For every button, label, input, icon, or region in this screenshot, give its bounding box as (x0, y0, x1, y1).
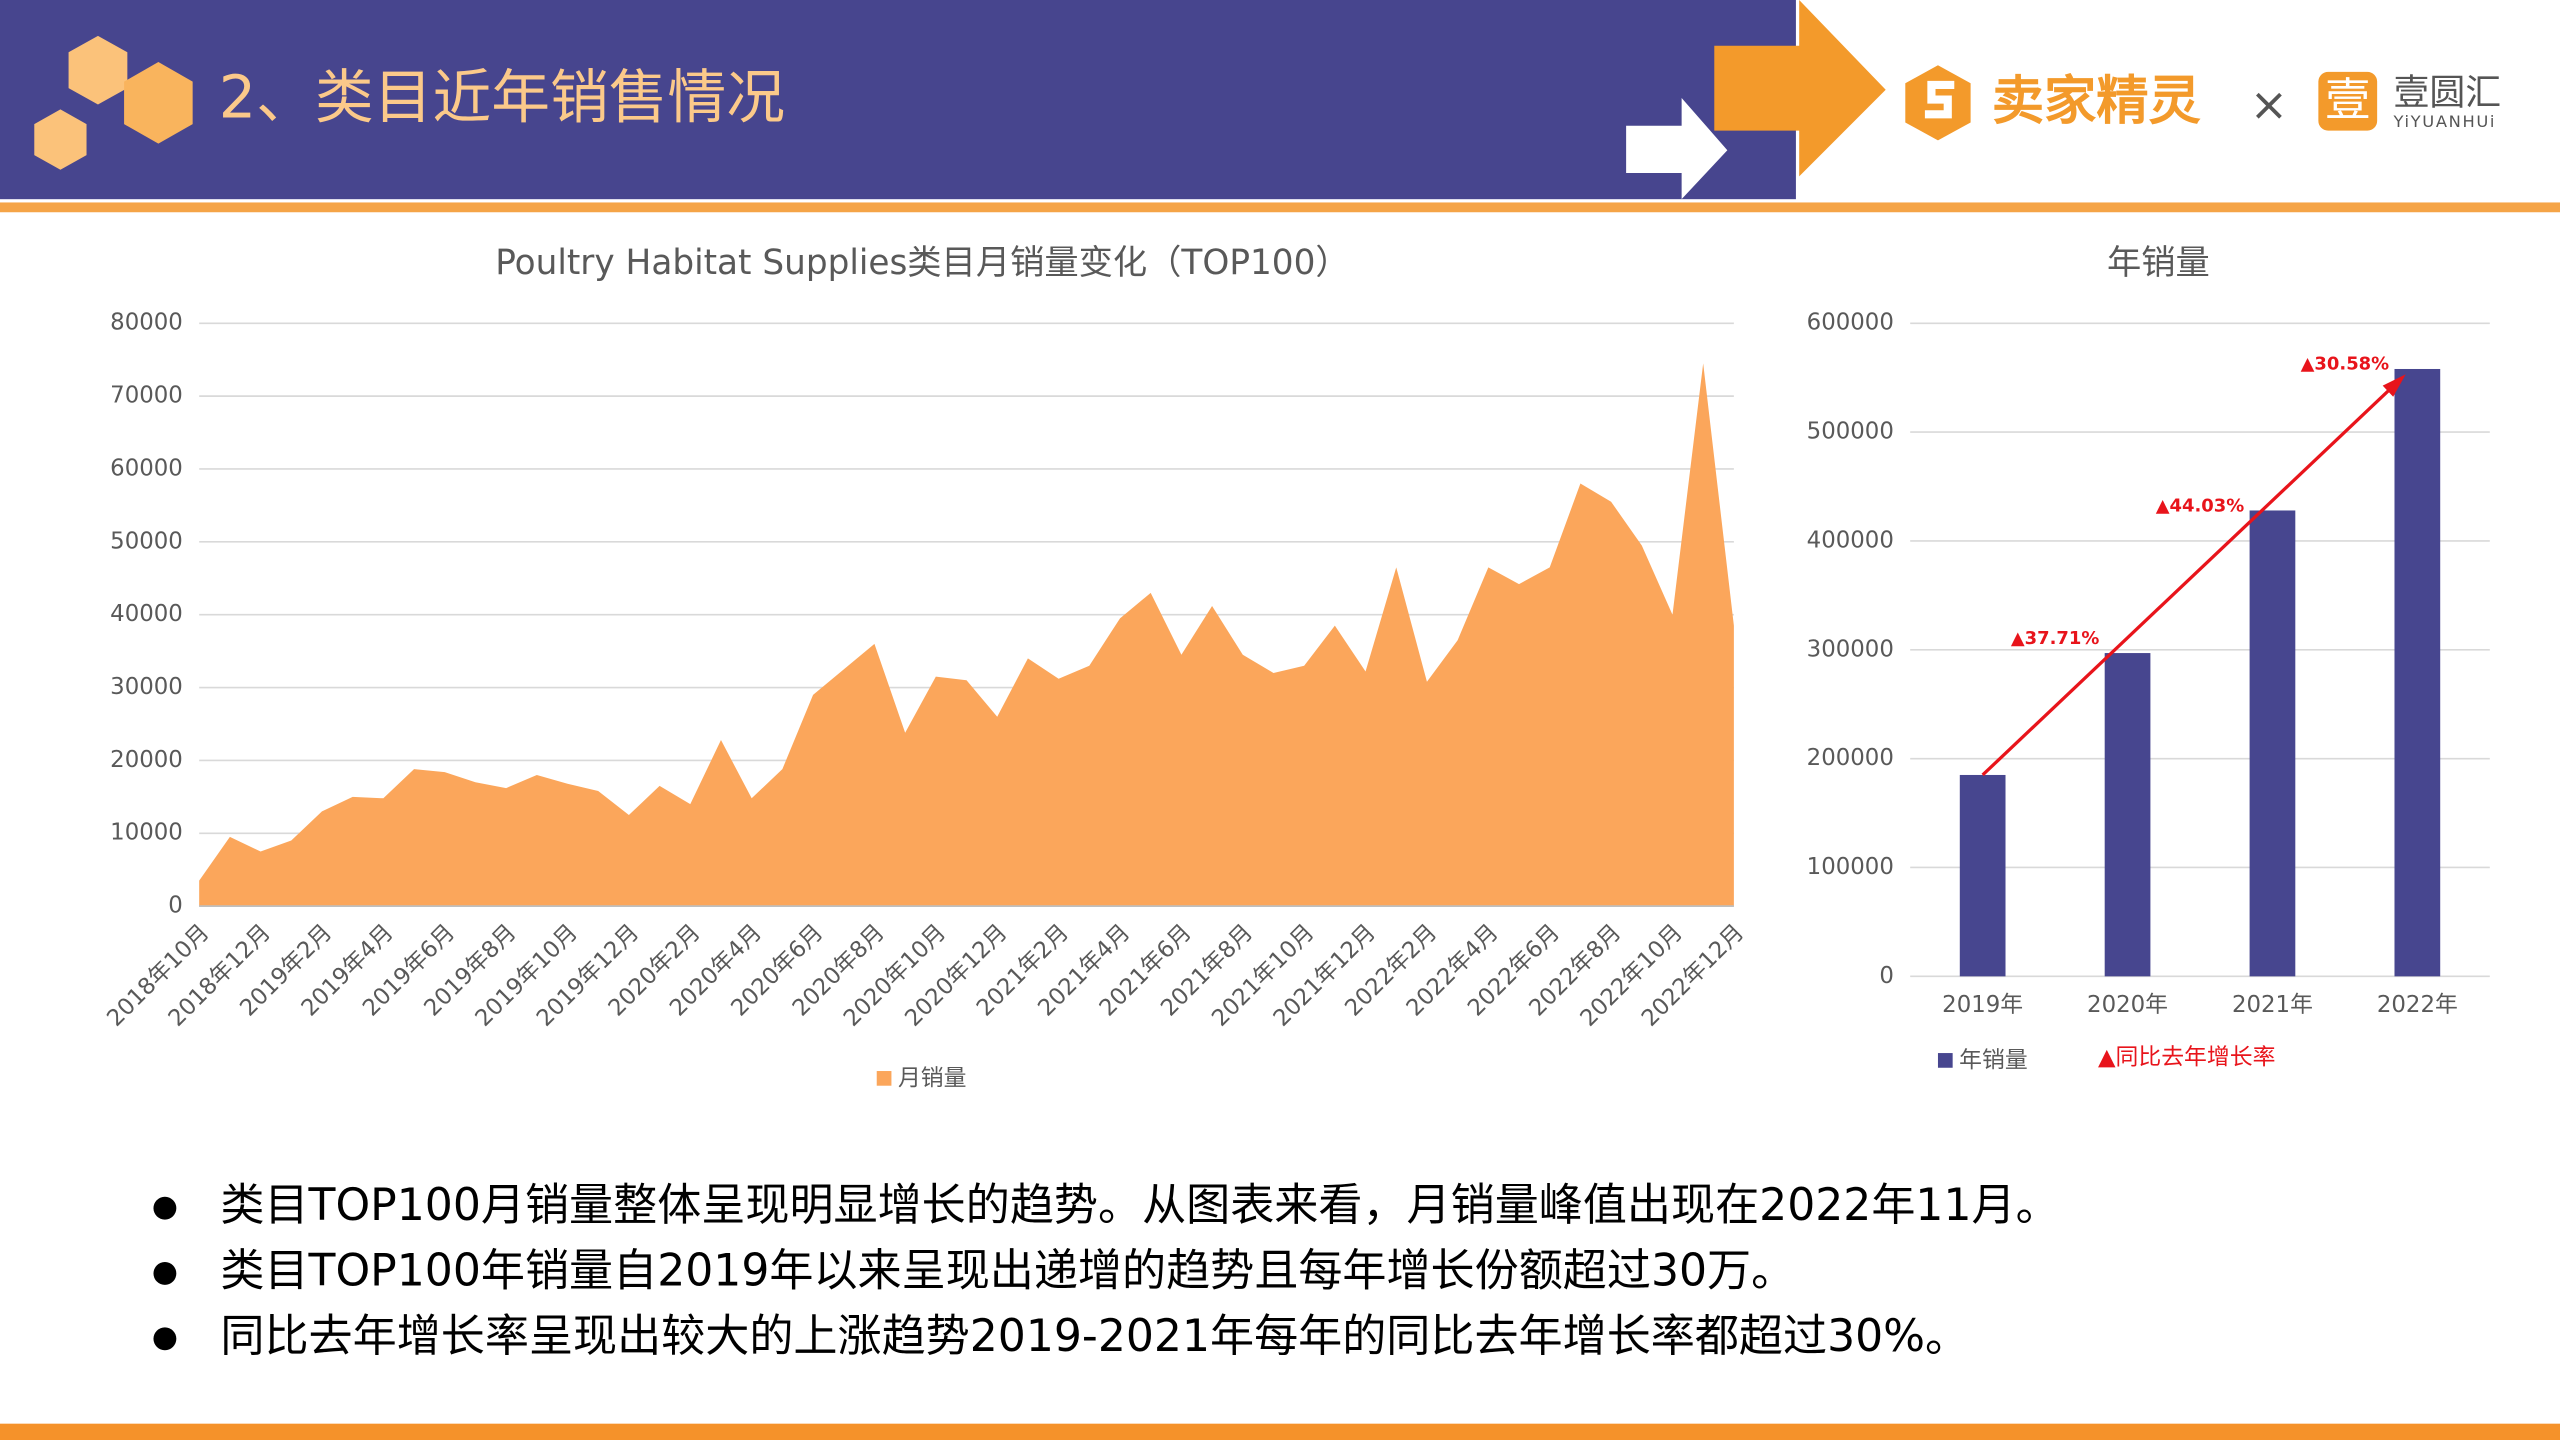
bullet-text: 类目TOP100年销量自2019年以来呈现出递增的趋势且每年增长份额超过30万。 (220, 1245, 1795, 1296)
logo-times: × (2250, 78, 2288, 131)
y-tick-label: 0 (168, 893, 183, 919)
x-tick-label: 2020年 (2087, 992, 2168, 1018)
arrow (1626, 97, 1728, 200)
legend-swatch (1937, 1053, 1953, 1068)
bullet-text: 同比去年增长率呈现出较大的上涨趋势2019-2021年每年的同比去年增长率都超过… (220, 1311, 1969, 1362)
arrow (1714, 0, 1886, 177)
legend-label: 年销量 (1959, 1048, 2028, 1074)
bar (2104, 653, 2151, 977)
bullet-text: 类目TOP100月销量整体呈现明显增长的趋势。从图表来看，月销量峰值出现在202… (220, 1180, 2059, 1231)
bullet-dot (153, 1196, 177, 1220)
hexagon (124, 62, 193, 144)
y-tick-label: 500000 (1807, 419, 1894, 445)
bullet-dot (153, 1262, 177, 1285)
logo2-sub: YiYUANHUi (2392, 112, 2496, 131)
chart-title: 年销量 (2107, 243, 2210, 283)
x-tick-label: 2021年 (2232, 992, 2313, 1018)
trend-arrowhead (2382, 374, 2406, 397)
y-tick-label: 400000 (1807, 527, 1894, 553)
x-tick-label: 2022年 (2377, 992, 2458, 1018)
footer-band (0, 1423, 2560, 1440)
y-tick-label: 200000 (1807, 745, 1894, 771)
logo-icon-s (1924, 80, 1955, 119)
y-tick-label: 300000 (1807, 636, 1894, 662)
legend-label: 月销量 (898, 1066, 967, 1092)
y-tick-label: 60000 (110, 455, 183, 481)
legend-swatch (876, 1071, 892, 1086)
y-tick-label: 70000 (110, 383, 183, 409)
header-line (0, 202, 2560, 213)
trend-arrow (1981, 377, 2403, 777)
hexagon (34, 109, 87, 170)
logo2-icon (2318, 71, 2378, 131)
y-tick-label: 20000 (110, 747, 183, 773)
y-tick-label: 0 (1879, 963, 1894, 989)
bullet-dot (153, 1327, 177, 1351)
y-tick-label: 600000 (1807, 310, 1894, 336)
y-tick-label: 80000 (110, 310, 183, 336)
legend-label: ▲同比去年增长率 (2098, 1044, 2275, 1070)
logo2: 壹圆汇 (2393, 73, 2501, 114)
bar (2249, 510, 2296, 977)
y-tick-label: 100000 (1807, 854, 1894, 880)
y-tick-label: 10000 (110, 820, 183, 846)
y-tick-label: 40000 (110, 601, 183, 627)
growth-label: ▲30.58% (2301, 354, 2390, 375)
growth-label: ▲37.71% (2011, 628, 2100, 649)
logo2-icon-text: 壹 (2325, 73, 2371, 126)
y-tick-label: 30000 (110, 674, 183, 700)
x-tick-label: 2019年 (1942, 992, 2023, 1018)
chart-title: Poultry Habitat Supplies类目月销量变化（TOP100） (495, 243, 1349, 283)
header-title: 2、类目近年销售情况 (219, 62, 785, 131)
logo1: 卖家精灵 (1992, 71, 2202, 131)
bar (2394, 368, 2441, 977)
y-tick-label: 50000 (110, 528, 183, 554)
bar (1959, 774, 2006, 977)
growth-label: ▲44.03% (2156, 496, 2245, 517)
hexagon (68, 35, 128, 105)
header-band (0, 0, 1796, 200)
area (199, 363, 1734, 907)
